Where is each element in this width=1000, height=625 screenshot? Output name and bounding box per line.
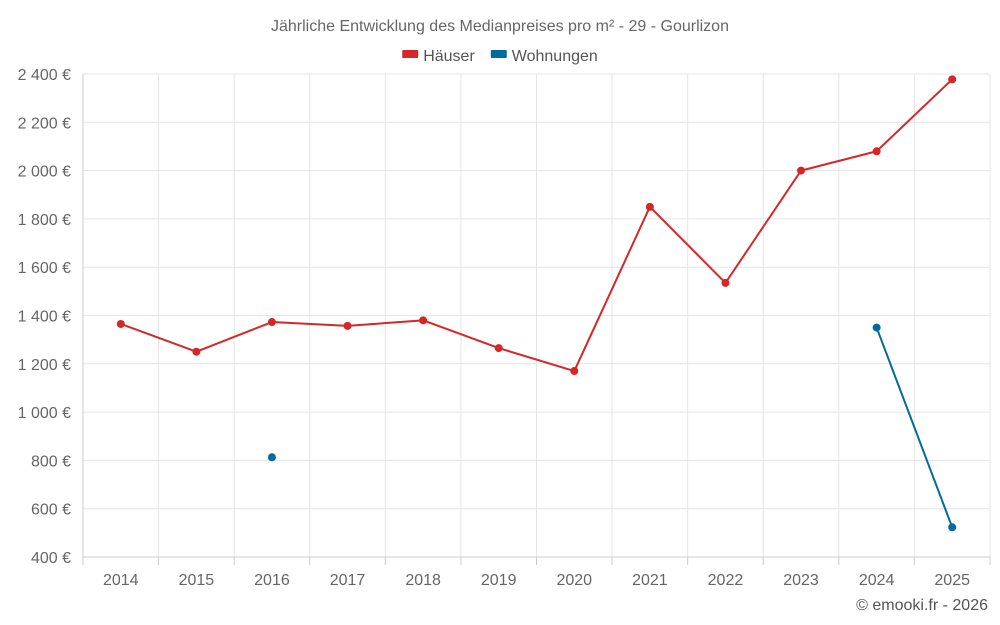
legend: Häuser Wohnungen: [402, 48, 598, 65]
x-tick-label: 2015: [179, 572, 215, 589]
x-tick-label: 2016: [254, 572, 290, 589]
x-tick-label: 2014: [103, 572, 139, 589]
x-tick-label: 2018: [405, 572, 441, 589]
data-point-haeuser[interactable]: [192, 347, 201, 356]
y-tick-label: 1 600 €: [18, 260, 71, 277]
legend-item[interactable]: Wohnungen: [490, 48, 598, 65]
y-tick-label: 800 €: [31, 453, 71, 470]
credit-text: © emooki.fr - 2026: [856, 597, 988, 614]
data-point-haeuser[interactable]: [343, 321, 352, 330]
y-tick-label: 2 000 €: [18, 164, 71, 181]
y-tick-label: 400 €: [31, 550, 71, 567]
grid: [82, 73, 991, 557]
data-point-haeuser[interactable]: [872, 147, 881, 156]
x-tick-label: 2020: [556, 572, 592, 589]
y-tick-label: 1 800 €: [18, 212, 71, 229]
x-tick-label: 2017: [330, 572, 366, 589]
series-line-wohnungen: [875, 327, 954, 528]
y-tick-label: 1 000 €: [18, 405, 71, 422]
data-point-haeuser[interactable]: [797, 166, 806, 175]
series-layer: [116, 75, 957, 532]
data-point-wohnungen[interactable]: [267, 453, 276, 462]
data-point-haeuser[interactable]: [494, 344, 503, 353]
x-tick-label: 2025: [934, 572, 970, 589]
x-tick-label: 2024: [859, 572, 895, 589]
y-tick-label: 1 400 €: [18, 309, 71, 326]
y-tick-label: 2 400 €: [18, 67, 71, 84]
y-tick-label: 1 200 €: [18, 357, 71, 374]
data-point-haeuser[interactable]: [645, 202, 654, 211]
chart-title: Jährliche Entwicklung des Medianpreises …: [271, 18, 729, 35]
data-point-wohnungen[interactable]: [872, 323, 881, 332]
data-point-haeuser[interactable]: [267, 318, 276, 327]
x-tick-label: 2022: [708, 572, 744, 589]
x-tick-label: 2023: [783, 572, 819, 589]
y-axis: 400 € 600 € 800 € 1 000 € 1 200 € 1 400 € 1 60…: [18, 67, 84, 567]
legend-label: Häuser: [423, 48, 475, 65]
data-point-haeuser[interactable]: [116, 319, 125, 328]
legend-label: Wohnungen: [512, 48, 598, 65]
x-axis: 2014 2015 2016 2017 2018 2019 2020 2021 2022 2023…: [82, 556, 991, 589]
series-wohnungen: [267, 323, 957, 532]
legend-item[interactable]: Häuser: [402, 48, 475, 65]
series-haeuser: [116, 75, 957, 376]
y-tick-label: 2 200 €: [18, 115, 71, 132]
data-point-haeuser[interactable]: [948, 75, 957, 84]
x-tick-label: 2021: [632, 572, 668, 589]
data-point-haeuser[interactable]: [419, 316, 428, 325]
data-point-wohnungen[interactable]: [948, 523, 957, 532]
data-point-haeuser[interactable]: [570, 367, 579, 376]
legend-swatch: [490, 50, 507, 58]
data-point-haeuser[interactable]: [721, 278, 730, 287]
series-line-haeuser: [120, 78, 953, 373]
legend-swatch: [402, 50, 419, 58]
y-tick-label: 600 €: [31, 502, 71, 519]
x-tick-label: 2019: [481, 572, 517, 589]
